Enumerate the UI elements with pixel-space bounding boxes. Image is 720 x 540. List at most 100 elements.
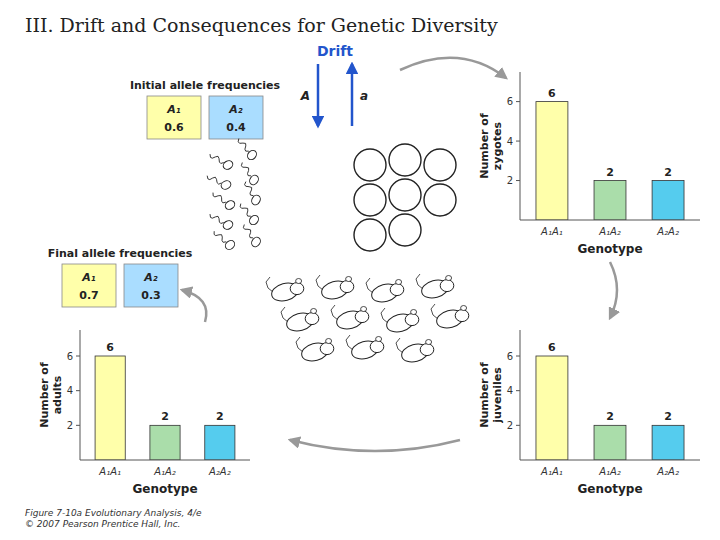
drift-arrow-up	[351, 64, 354, 126]
egg	[354, 149, 386, 181]
allele-box: Initial allele frequenciesA₁0.6A₂0.4	[130, 79, 281, 139]
y-axis-label-line: Number of	[478, 113, 491, 179]
y-tick	[516, 101, 520, 102]
x-tick-label: A₁A₁	[540, 466, 563, 477]
allele-cell	[209, 96, 263, 139]
bar	[536, 102, 568, 220]
caption-line: © 2007 Pearson Prentice Hall, Inc.	[25, 519, 180, 529]
mouse-ear	[376, 337, 382, 342]
data-label: 6	[548, 87, 556, 100]
mouse-tail	[316, 275, 323, 290]
bar	[150, 425, 180, 460]
y-tick	[516, 180, 520, 181]
x-axis	[520, 460, 700, 461]
data-label: 2	[664, 166, 672, 179]
mouse-tail	[296, 337, 303, 352]
mouse-head	[440, 280, 454, 292]
mouse-head	[305, 313, 319, 325]
mouse-tail	[396, 338, 403, 353]
sperm-tail	[210, 154, 224, 163]
x-tick-label: A₁A₂	[598, 466, 621, 477]
mouse-tail	[331, 305, 338, 320]
x-tick-label: A₁A₂	[153, 466, 176, 477]
sperm-tail	[241, 163, 251, 176]
sperm-head	[220, 179, 232, 190]
y-tick-label: 2	[67, 420, 73, 431]
bar	[594, 425, 626, 460]
allele-label: A₂	[143, 271, 158, 284]
y-tick	[516, 390, 520, 391]
y-tick	[516, 425, 520, 426]
x-tick-label: A₂A₂	[656, 466, 679, 477]
bar	[652, 425, 684, 460]
sperm-tail	[245, 182, 254, 196]
allele-cell	[124, 264, 178, 307]
y-axis	[520, 72, 521, 220]
allele-label: A₂	[228, 103, 243, 116]
mouse-head	[340, 281, 354, 293]
mouse-ear	[346, 277, 352, 282]
bar-chart: 6A₁A₁2A₁A₂2A₂A₂246GenotypeNumber ofzygot…	[478, 72, 700, 256]
bar	[205, 425, 235, 460]
data-label: 6	[548, 341, 556, 354]
y-tick-label: 6	[507, 96, 513, 107]
caption-line: Figure 7-10a Evolutionary Analysis, 4/e	[25, 508, 202, 518]
x-tick-label: A₁A₁	[540, 226, 563, 237]
data-label: 2	[216, 410, 224, 423]
drift-allele-label: a	[360, 89, 368, 103]
mouse-tail	[366, 278, 373, 293]
allele-header: Initial allele frequencies	[130, 79, 281, 92]
bar	[652, 181, 684, 220]
y-tick-label: 4	[507, 385, 513, 396]
bar	[536, 356, 568, 460]
mouse-head	[455, 310, 469, 322]
y-axis-label-group: Number ofadults	[38, 362, 64, 428]
y-axis-label-line: zygotes	[491, 121, 504, 170]
mouse-tail	[281, 307, 288, 322]
y-tick-label: 4	[67, 385, 73, 396]
mouse-ear	[361, 307, 367, 312]
y-tick-label: 6	[507, 351, 513, 362]
allele-label: A₁	[81, 271, 96, 284]
x-tick-label: A₁A₂	[598, 226, 621, 237]
y-axis-label: Number ofjuveniles	[478, 362, 504, 428]
mouse-head	[420, 344, 434, 356]
y-axis-label-line: adults	[51, 375, 64, 414]
allele-value: 0.4	[226, 121, 246, 134]
mouse-head	[355, 311, 369, 323]
sperm-head	[222, 219, 235, 231]
data-label: 2	[606, 410, 614, 423]
title: III. Drift and Consequences for Genetic …	[25, 14, 498, 36]
x-axis-label: Genotype	[132, 482, 197, 496]
mouse-head	[320, 343, 334, 355]
allele-cell	[62, 264, 116, 307]
allele-value: 0.3	[141, 289, 161, 302]
drift: DriftAa	[300, 43, 368, 126]
sperm-tail	[238, 139, 249, 152]
mouse-ear	[461, 306, 467, 311]
data-label: 2	[664, 410, 672, 423]
mouse-ear	[296, 279, 302, 284]
data-label: 6	[106, 341, 114, 354]
egg	[354, 219, 386, 251]
bar	[594, 181, 626, 220]
y-tick	[76, 425, 80, 426]
egg	[424, 149, 456, 181]
y-tick	[76, 356, 80, 357]
y-axis-label-line: juveniles	[491, 367, 504, 424]
sperm-tail	[214, 231, 226, 242]
mouse-head	[390, 284, 404, 296]
bars	[536, 356, 684, 460]
y-axis-label-group: Number ofzygotes	[478, 113, 504, 179]
mouse-tail	[346, 335, 353, 350]
mouse-tail	[416, 274, 423, 289]
sperm-head	[222, 159, 235, 171]
y-axis-label: Number ofadults	[38, 362, 64, 428]
x-tick-label: A₂A₂	[656, 226, 679, 237]
y-tick-label: 2	[507, 420, 513, 431]
data-label: 2	[161, 410, 169, 423]
allele-label: A₁	[166, 103, 181, 116]
egg	[389, 214, 421, 246]
mouse-ear	[446, 276, 452, 281]
mouse-ear	[396, 280, 402, 285]
